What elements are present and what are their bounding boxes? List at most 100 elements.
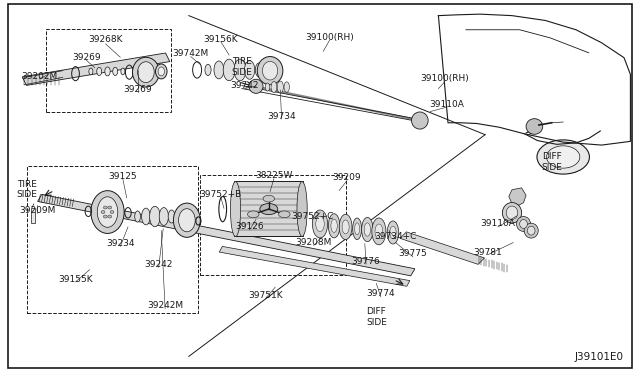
Ellipse shape (121, 68, 125, 75)
Text: 39202M: 39202M (22, 72, 58, 81)
Text: 39110A: 39110A (429, 100, 464, 109)
Ellipse shape (104, 206, 108, 209)
Text: 39234: 39234 (106, 239, 134, 248)
Ellipse shape (526, 119, 543, 134)
Ellipse shape (223, 59, 235, 81)
Text: 39125: 39125 (109, 172, 137, 181)
Text: DIFF
SIDE: DIFF SIDE (541, 152, 562, 171)
Text: 39742M: 39742M (173, 49, 209, 58)
Ellipse shape (91, 190, 124, 234)
Ellipse shape (158, 67, 164, 76)
Ellipse shape (506, 206, 518, 219)
Ellipse shape (271, 81, 277, 93)
Ellipse shape (331, 219, 337, 232)
Ellipse shape (412, 112, 428, 129)
Ellipse shape (110, 211, 114, 214)
Ellipse shape (547, 146, 580, 168)
Text: 39156K: 39156K (204, 35, 238, 44)
Ellipse shape (97, 67, 102, 76)
Ellipse shape (284, 82, 289, 92)
Polygon shape (31, 208, 35, 223)
Text: DIFF
SIDE: DIFF SIDE (366, 307, 387, 327)
Ellipse shape (234, 59, 246, 81)
Text: 39209M: 39209M (19, 206, 55, 215)
Ellipse shape (342, 220, 349, 234)
Ellipse shape (89, 68, 93, 75)
Ellipse shape (101, 211, 105, 214)
Text: 39752+B: 39752+B (200, 190, 242, 199)
Ellipse shape (339, 214, 352, 240)
Ellipse shape (150, 206, 160, 227)
Ellipse shape (372, 218, 386, 245)
Text: 39734+C: 39734+C (374, 232, 417, 241)
Text: TIRE
SIDE: TIRE SIDE (17, 180, 37, 199)
Ellipse shape (328, 214, 340, 238)
Text: 39742: 39742 (230, 81, 259, 90)
Text: 39209: 39209 (333, 173, 361, 182)
Ellipse shape (278, 211, 290, 218)
Text: 39734: 39734 (268, 112, 296, 121)
Text: 39208M: 39208M (296, 238, 332, 247)
Polygon shape (400, 232, 484, 264)
Text: 39100(RH): 39100(RH) (305, 33, 354, 42)
Ellipse shape (135, 211, 141, 222)
Ellipse shape (249, 79, 263, 93)
Ellipse shape (214, 61, 224, 79)
Ellipse shape (266, 83, 269, 91)
Text: 39126: 39126 (236, 222, 264, 231)
Ellipse shape (364, 223, 371, 236)
Ellipse shape (255, 63, 263, 77)
Ellipse shape (375, 224, 383, 239)
Ellipse shape (159, 208, 168, 225)
Ellipse shape (156, 64, 167, 79)
Text: 39100(RH): 39100(RH) (420, 74, 469, 83)
Ellipse shape (168, 210, 175, 223)
Ellipse shape (132, 57, 159, 87)
Ellipse shape (516, 217, 531, 231)
Ellipse shape (105, 67, 110, 76)
Text: 39752+C: 39752+C (291, 212, 333, 221)
Ellipse shape (537, 140, 589, 174)
Ellipse shape (205, 64, 211, 76)
Ellipse shape (108, 215, 112, 218)
Text: 39774: 39774 (367, 289, 395, 298)
Ellipse shape (244, 61, 255, 79)
Ellipse shape (97, 197, 118, 227)
Ellipse shape (141, 208, 150, 225)
Ellipse shape (387, 221, 399, 244)
Text: 39242M: 39242M (147, 301, 183, 310)
Bar (46, 29, 171, 112)
Ellipse shape (277, 81, 284, 93)
Ellipse shape (257, 57, 283, 85)
Ellipse shape (524, 223, 538, 238)
Text: 39155K: 39155K (58, 275, 93, 283)
Text: 39268K: 39268K (88, 35, 123, 44)
Ellipse shape (520, 219, 527, 228)
Text: 39269: 39269 (124, 85, 152, 94)
Ellipse shape (390, 226, 396, 239)
Polygon shape (509, 188, 526, 205)
Ellipse shape (138, 62, 154, 83)
Ellipse shape (179, 209, 195, 232)
Ellipse shape (104, 215, 108, 218)
Text: 39776: 39776 (352, 257, 380, 266)
Text: 39751K: 39751K (248, 291, 283, 300)
Ellipse shape (312, 210, 328, 238)
Ellipse shape (502, 202, 522, 223)
Ellipse shape (316, 216, 324, 232)
Ellipse shape (230, 182, 241, 237)
Ellipse shape (113, 67, 118, 76)
Ellipse shape (262, 61, 278, 80)
Ellipse shape (362, 217, 373, 242)
Text: TIRE
SIDE: TIRE SIDE (232, 57, 252, 77)
Text: 39775: 39775 (399, 249, 427, 258)
Ellipse shape (173, 203, 200, 237)
Bar (200, 175, 346, 275)
FancyBboxPatch shape (234, 181, 303, 236)
Ellipse shape (248, 211, 259, 218)
Ellipse shape (260, 203, 278, 215)
Text: 39110A: 39110A (481, 219, 515, 228)
Text: 39242: 39242 (145, 260, 173, 269)
Ellipse shape (527, 226, 535, 235)
Polygon shape (38, 195, 415, 276)
